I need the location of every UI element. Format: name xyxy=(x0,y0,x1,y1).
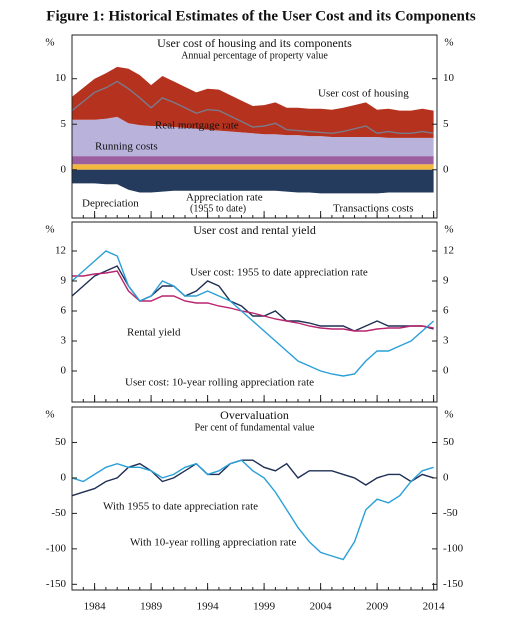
area xyxy=(72,116,434,157)
area xyxy=(72,156,434,165)
y-tick-label: 3 xyxy=(443,335,449,347)
annotation: (1955 to date) xyxy=(190,203,246,214)
y-tick-label: 9 xyxy=(443,275,449,287)
y-tick-label: -100 xyxy=(46,542,67,554)
y-tick-label: 9 xyxy=(61,275,67,287)
y-tick-label: -150 xyxy=(443,578,464,590)
x-tick-label: 2014 xyxy=(423,601,446,613)
y-tick-label: -100 xyxy=(443,542,464,554)
x-tick-label: 1994 xyxy=(197,601,220,613)
y-tick-label: 12 xyxy=(55,245,66,257)
y-tick-label: 0 xyxy=(61,365,67,377)
panel-title: User cost and rental yield xyxy=(193,223,316,237)
y-tick-label: 3 xyxy=(61,335,67,347)
series-label: With 1955 to date appreciation rate xyxy=(103,501,258,513)
y-tick-label: -50 xyxy=(51,507,66,519)
series-label: Depreciation xyxy=(82,198,139,210)
series-label: Running costs xyxy=(95,141,158,153)
line xyxy=(72,270,434,332)
panel-subtitle: Annual percentage of property value xyxy=(181,50,328,61)
line xyxy=(71,459,434,561)
y-tick-label: 5 xyxy=(61,118,67,130)
y-tick-label: 0 xyxy=(443,163,449,175)
unit: % xyxy=(444,37,453,49)
unit: % xyxy=(45,409,54,421)
y-tick-label: 10 xyxy=(443,72,455,84)
area xyxy=(72,66,434,138)
x-tick-label: 2009 xyxy=(366,601,389,613)
unit: % xyxy=(45,224,54,236)
unit: % xyxy=(444,224,453,236)
line xyxy=(71,80,434,135)
y-tick-label: 6 xyxy=(61,305,67,317)
y-tick-label: -150 xyxy=(46,578,67,590)
area xyxy=(72,169,434,194)
x-tick-label: 2004 xyxy=(310,601,333,613)
panel-frame xyxy=(71,34,438,219)
panel-title: User cost of housing and its components xyxy=(157,36,352,50)
x-tick-label: 1989 xyxy=(140,601,163,613)
panel-frame xyxy=(71,221,438,403)
y-tick-label: 0 xyxy=(61,163,67,175)
y-tick-label: 0 xyxy=(443,471,449,483)
series-label: Real mortgage rate xyxy=(155,120,239,132)
line xyxy=(71,250,435,377)
series-label: User cost of housing xyxy=(318,88,409,100)
series-label: Appreciation rate xyxy=(186,192,263,204)
figure-title: Figure 1: Historical Estimates of the Us… xyxy=(46,8,476,24)
y-tick-label: 0 xyxy=(61,471,67,483)
x-tick-label: 1984 xyxy=(84,601,107,613)
series-label: Rental yield xyxy=(127,327,181,339)
series-label: User cost: 1955 to date appreciation rat… xyxy=(190,267,368,279)
y-tick-label: 50 xyxy=(443,436,455,448)
series-label: Transactions costs xyxy=(333,203,414,215)
y-tick-label: 5 xyxy=(443,118,449,130)
panel-frame xyxy=(71,406,438,591)
line xyxy=(71,459,434,497)
unit: % xyxy=(444,409,453,421)
unit: % xyxy=(45,37,54,49)
series-label: With 10-year rolling appreciation rate xyxy=(130,537,296,549)
y-tick-label: 12 xyxy=(443,245,454,257)
y-tick-label: -50 xyxy=(443,507,458,519)
y-tick-label: 0 xyxy=(443,365,449,377)
y-tick-label: 6 xyxy=(443,305,449,317)
panel-title: Overvaluation xyxy=(220,408,289,422)
series-label: User cost: 10-year rolling appreciation … xyxy=(125,377,314,389)
area xyxy=(72,164,434,170)
y-tick-label: 50 xyxy=(55,436,67,448)
panel-subtitle: Per cent of fundamental value xyxy=(195,422,316,433)
x-tick-label: 1999 xyxy=(253,601,276,613)
y-tick-label: 10 xyxy=(55,72,67,84)
